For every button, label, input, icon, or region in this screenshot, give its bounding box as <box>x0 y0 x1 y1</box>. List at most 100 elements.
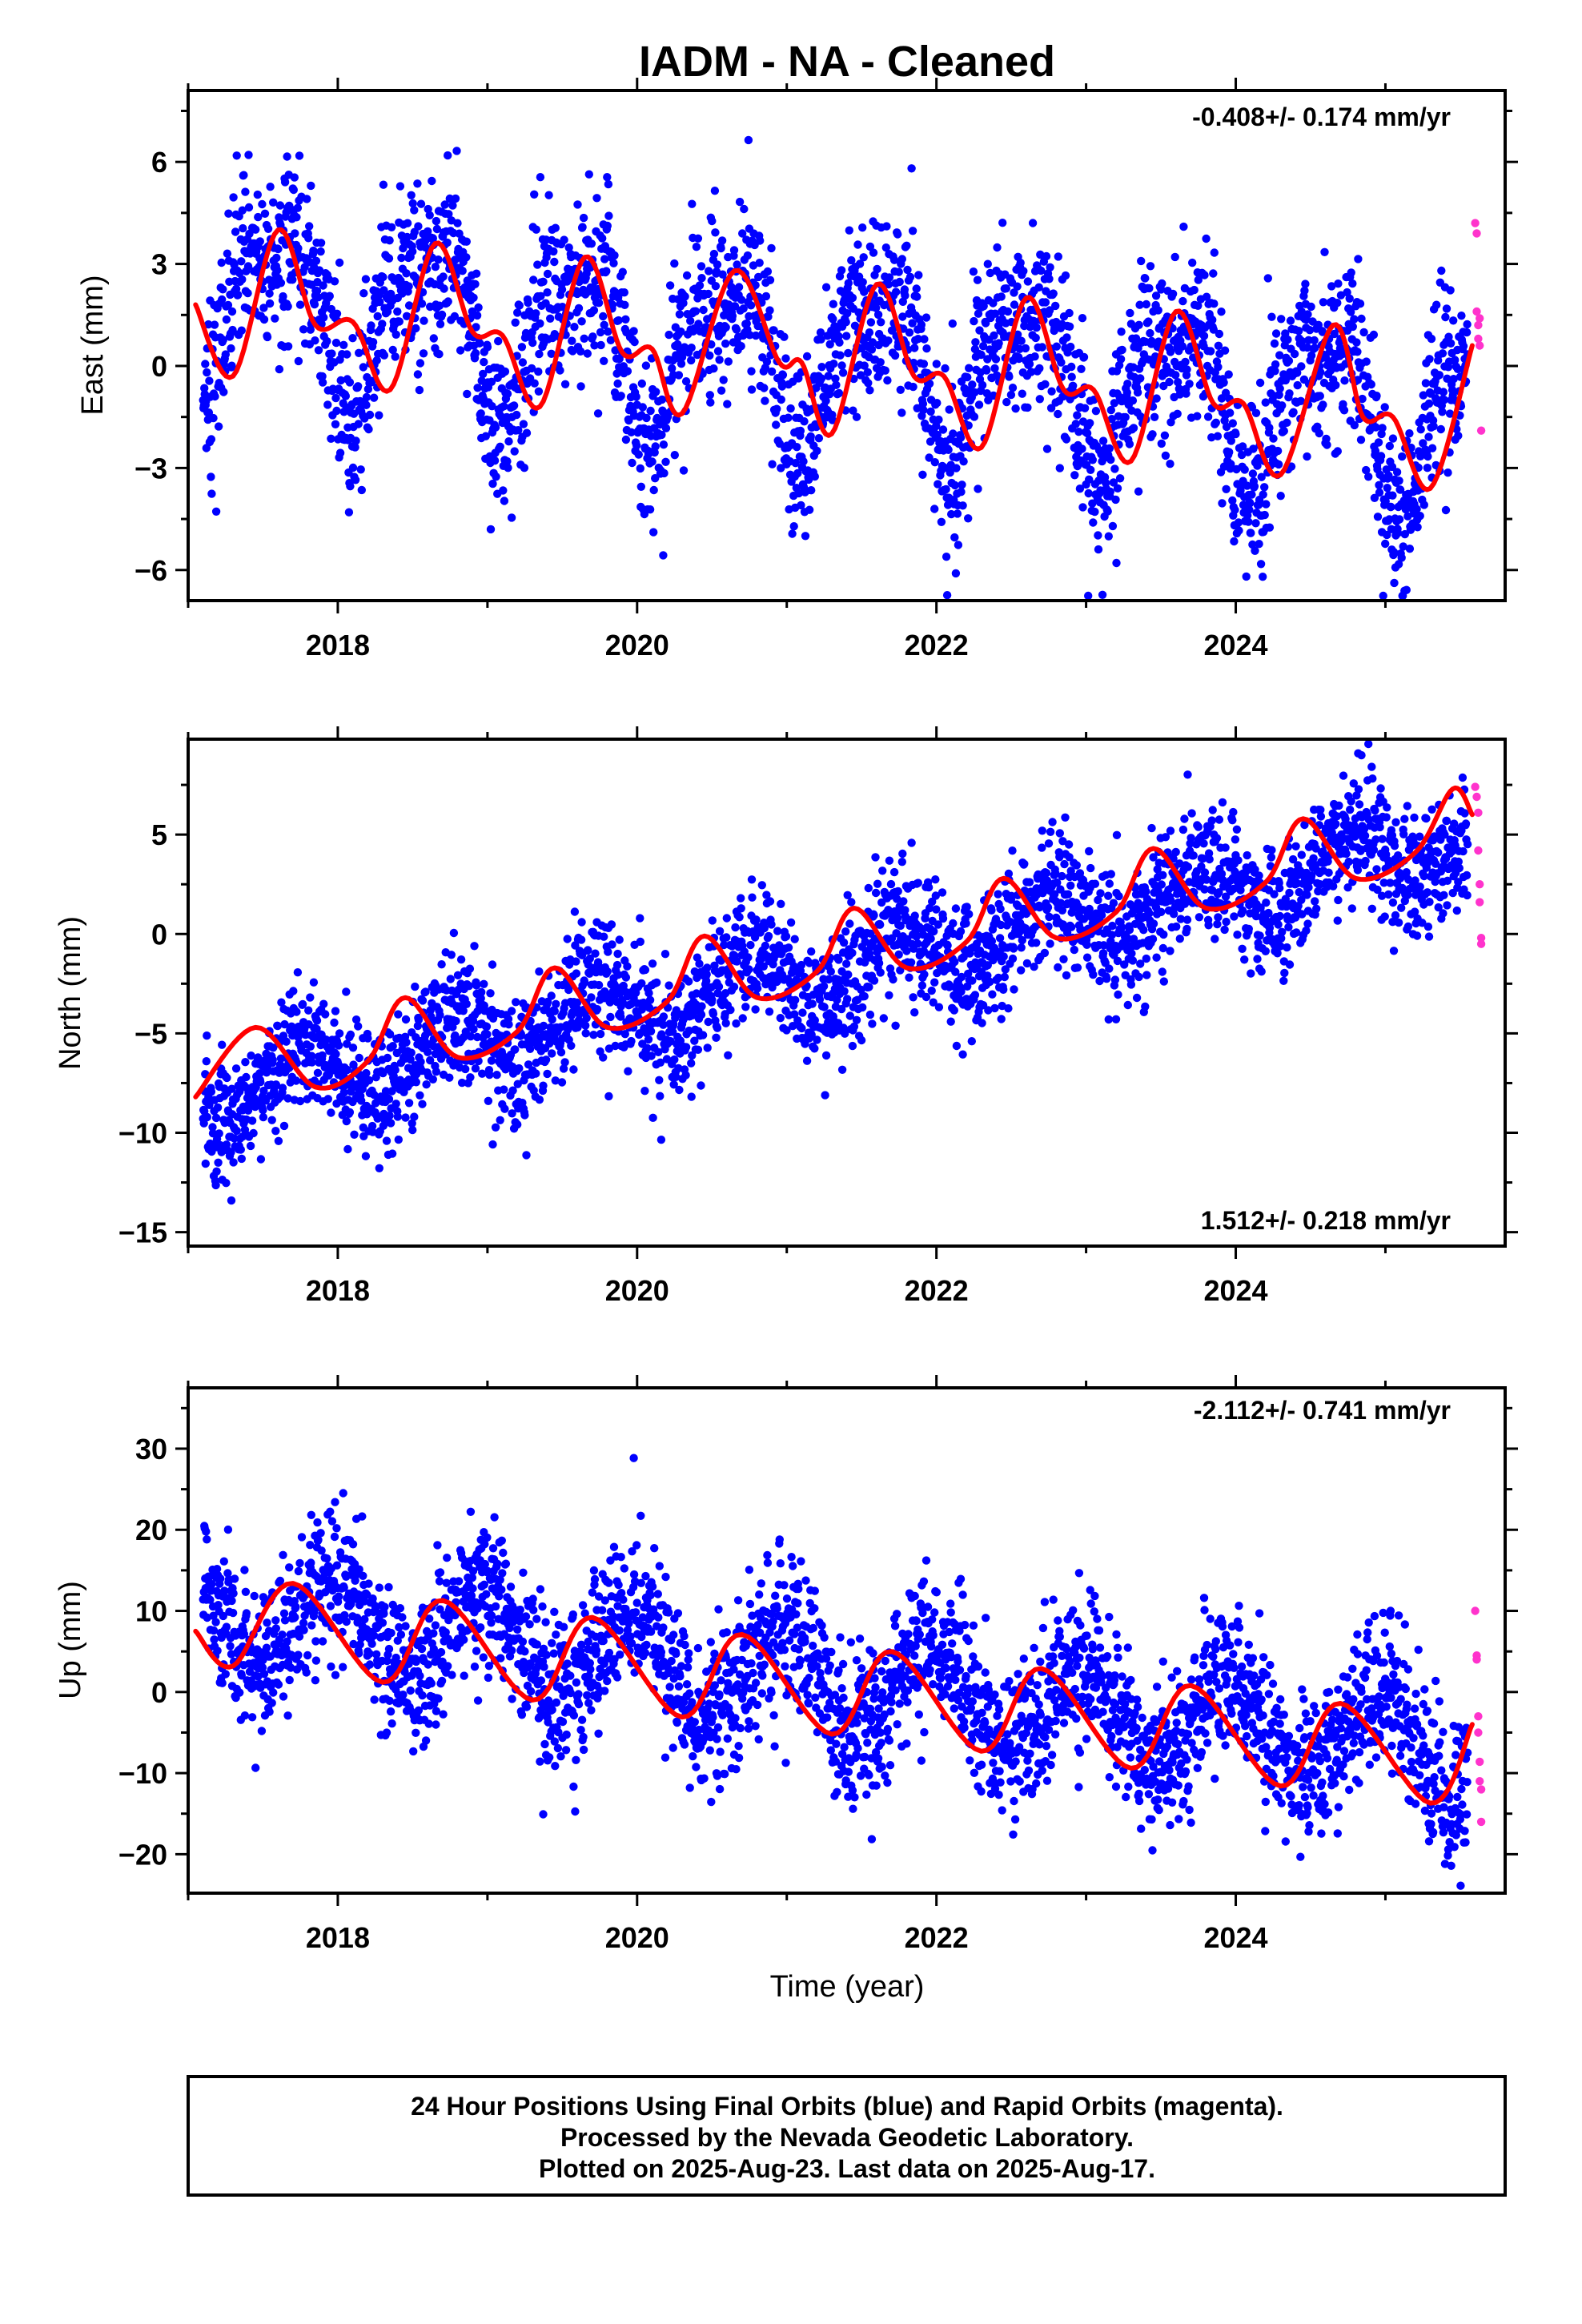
north-final-point <box>535 1096 544 1104</box>
east-final-point <box>1042 444 1052 453</box>
east-final-point <box>444 151 452 160</box>
east-final-point <box>705 351 714 360</box>
east-final-point <box>345 378 355 387</box>
east-final-point <box>361 275 371 283</box>
north-final-point <box>996 904 1005 914</box>
north-final-point <box>655 1076 664 1085</box>
east-final-point <box>214 422 223 431</box>
east-final-point <box>699 305 708 315</box>
east-final-point <box>520 464 529 472</box>
north-final-point <box>764 931 773 941</box>
east-final-point <box>852 412 861 421</box>
east-final-point <box>1244 517 1253 526</box>
north-final-point <box>607 920 616 929</box>
east-final-point <box>513 308 522 317</box>
east-final-point <box>204 408 214 417</box>
east-final-point <box>330 277 339 286</box>
east-final-point <box>974 485 982 493</box>
east-final-point <box>971 338 980 347</box>
east-final-point <box>503 389 512 398</box>
north-final-point <box>604 1092 613 1101</box>
east-final-point <box>1188 258 1197 267</box>
east-final-point <box>319 281 327 290</box>
north-final-point <box>1038 843 1046 852</box>
north-final-point <box>557 1078 567 1087</box>
north-final-point <box>721 1019 730 1027</box>
east-final-point <box>435 350 444 359</box>
east-final-point <box>375 297 384 307</box>
east-final-point <box>1293 380 1302 390</box>
east-final-point <box>1165 377 1174 387</box>
north-final-point <box>910 911 919 920</box>
east-xtick-label: 2018 <box>306 629 370 661</box>
east-final-point <box>439 272 448 281</box>
east-final-point <box>629 327 638 336</box>
east-final-point <box>558 303 567 312</box>
east-final-point <box>507 513 516 522</box>
figure-title: IADM - NA - Cleaned <box>639 38 1055 86</box>
east-final-point <box>743 251 753 260</box>
north-final-point <box>857 1035 866 1045</box>
east-final-point <box>325 292 334 300</box>
east-final-point <box>711 228 720 237</box>
east-final-point <box>589 306 599 315</box>
east-final-point <box>524 298 532 308</box>
east-final-point <box>472 269 481 278</box>
east-final-point <box>1415 512 1424 521</box>
east-final-point <box>732 325 741 334</box>
east-final-point <box>620 288 628 297</box>
east-final-point <box>1128 396 1138 405</box>
north-final-point <box>999 985 1008 995</box>
east-final-point <box>634 450 643 459</box>
east-final-point <box>1160 431 1170 440</box>
north-final-point <box>697 1002 706 1011</box>
east-final-point <box>1019 267 1028 275</box>
north-final-point <box>776 1014 785 1023</box>
east-final-point <box>1152 394 1161 403</box>
north-final-point <box>552 999 560 1009</box>
east-final-point <box>1002 397 1011 407</box>
north-final-point <box>394 1010 403 1019</box>
east-final-point <box>1203 412 1213 421</box>
east-final-point <box>529 275 538 284</box>
north-final-point <box>920 970 929 979</box>
east-final-point <box>237 257 246 266</box>
north-final-point <box>950 957 959 967</box>
north-final-point <box>698 1031 708 1039</box>
east-final-point <box>1084 591 1093 601</box>
north-final-point <box>997 1015 1006 1023</box>
east-final-point <box>314 346 323 355</box>
east-final-point <box>1438 349 1447 358</box>
east-final-point <box>310 300 319 309</box>
east-final-point <box>272 253 281 263</box>
north-final-point <box>273 1021 282 1031</box>
east-final-point <box>717 243 725 253</box>
east-final-point <box>715 356 724 364</box>
east-final-point <box>806 432 815 441</box>
east-final-point <box>958 480 966 489</box>
east-final-point <box>836 351 845 360</box>
east-final-point <box>948 319 958 328</box>
east-final-point <box>728 312 737 320</box>
east-final-point <box>354 382 363 391</box>
east-final-point <box>1283 335 1292 344</box>
east-final-point <box>706 398 715 407</box>
east-final-point <box>1137 256 1146 266</box>
east-final-point <box>796 426 805 436</box>
north-final-point <box>306 993 315 1002</box>
north-final-point <box>576 935 586 944</box>
east-final-point <box>767 243 776 253</box>
north-final-point <box>767 920 776 929</box>
east-final-point <box>866 318 876 327</box>
north-final-point <box>354 1022 363 1031</box>
east-final-point <box>458 267 467 275</box>
north-final-point <box>956 927 966 936</box>
east-final-point <box>331 420 340 428</box>
east-final-point <box>419 349 428 358</box>
north-final-point <box>946 1017 955 1026</box>
north-final-point <box>408 1125 417 1135</box>
east-final-point <box>1126 308 1134 318</box>
north-final-point <box>482 1022 492 1031</box>
east-final-point <box>408 199 417 208</box>
east-final-point <box>1352 338 1361 347</box>
